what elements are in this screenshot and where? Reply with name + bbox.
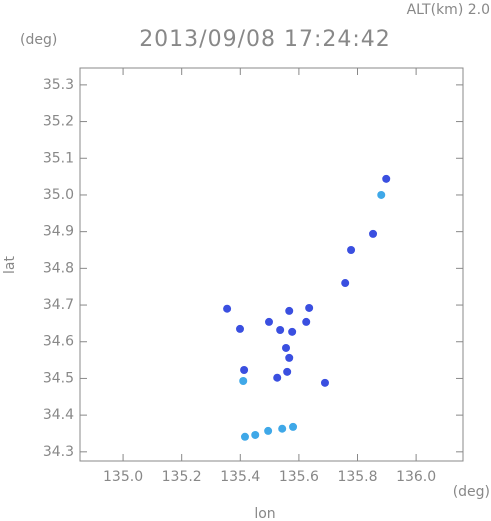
echo-point (320, 378, 329, 387)
echo-point (240, 432, 249, 441)
echo-point (278, 424, 287, 433)
y-tick-label: 34.5 (43, 370, 74, 386)
echo-point (251, 430, 260, 439)
echo-point (235, 324, 244, 333)
y-axis-label: lat (2, 256, 18, 274)
y-tick-label: 34.6 (43, 334, 74, 350)
y-tick-label: 35.2 (43, 114, 74, 130)
echo-point (305, 303, 314, 312)
echo-point (283, 367, 292, 376)
subtitle: ALT(km) 2.0 (407, 2, 490, 18)
echo-point (341, 279, 350, 288)
echo-point (288, 327, 297, 336)
y-tick-label: 35.3 (43, 77, 74, 93)
echo-point (347, 246, 356, 255)
echo-point (282, 343, 291, 352)
x-tick-label: 135.0 (103, 469, 143, 485)
x-axis-label: lon (254, 506, 275, 521)
echo-point (264, 426, 273, 435)
echo-point (382, 174, 391, 183)
echo-point (377, 190, 386, 199)
x-unit: (deg) (453, 484, 490, 500)
y-tick-label: 34.3 (43, 444, 74, 460)
echo-point (369, 229, 378, 238)
echo-point (240, 365, 249, 374)
echo-point (285, 306, 294, 315)
x-tick-label: 135.8 (337, 469, 377, 485)
x-tick-label: 135.6 (279, 469, 319, 485)
y-tick-label: 34.7 (43, 297, 74, 313)
y-tick-label: 34.8 (43, 260, 74, 276)
y-tick-label: 34.9 (43, 224, 74, 240)
echo-point (302, 317, 311, 326)
echo-point (285, 353, 294, 362)
y-tick-label: 35.1 (43, 150, 74, 166)
plot-frame (79, 67, 464, 462)
x-tick-label: 135.4 (220, 469, 260, 485)
y-unit: (deg) (20, 32, 57, 48)
x-tick-label: 135.2 (162, 469, 202, 485)
y-tick-label: 35.0 (43, 187, 74, 203)
echo-point (239, 377, 248, 386)
x-tick-label: 136.0 (396, 469, 436, 485)
echo-point (276, 326, 285, 334)
y-tick-label: 34.4 (43, 407, 74, 423)
echo-point (289, 422, 298, 431)
chart-title: 2013/09/08 17:24:42 (139, 27, 391, 52)
echo-point (265, 317, 274, 326)
echo-point (273, 373, 282, 382)
echo-point (223, 304, 232, 313)
